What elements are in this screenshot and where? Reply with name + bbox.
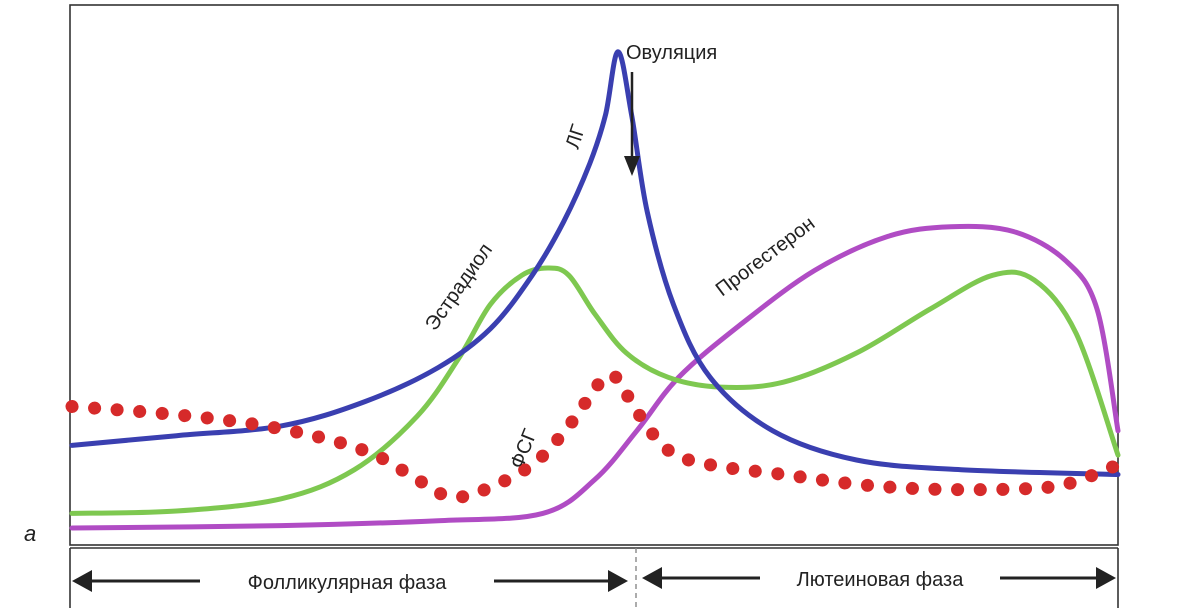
panel-label: а bbox=[24, 521, 36, 546]
ovulation-arrow-head bbox=[624, 156, 640, 176]
plot-frame bbox=[69, 4, 1119, 546]
luteal-arrow-left-head bbox=[642, 567, 662, 589]
luteal-arrow-right-head bbox=[1096, 567, 1116, 589]
follicular-phase-label: Фолликулярная фаза bbox=[248, 572, 448, 594]
follicular-arrow-right-head bbox=[608, 570, 628, 592]
ovulation-label: Овуляция bbox=[626, 42, 717, 64]
progesterone-series-label: Прогестерон bbox=[712, 212, 819, 301]
fsh-series-label: ФСГ bbox=[506, 426, 542, 472]
luteal-phase-label: Лютеиновая фаза bbox=[797, 569, 965, 591]
fsh-series-line bbox=[65, 368, 1125, 504]
estradiol-series-label: Эстрадиол bbox=[421, 240, 497, 335]
progesterone-series-line bbox=[69, 223, 1121, 531]
lh-series-line bbox=[69, 49, 1121, 477]
lh-series-label: ЛГ bbox=[562, 122, 590, 152]
follicular-arrow-left-head bbox=[72, 570, 92, 592]
estradiol-series-line bbox=[69, 265, 1121, 516]
